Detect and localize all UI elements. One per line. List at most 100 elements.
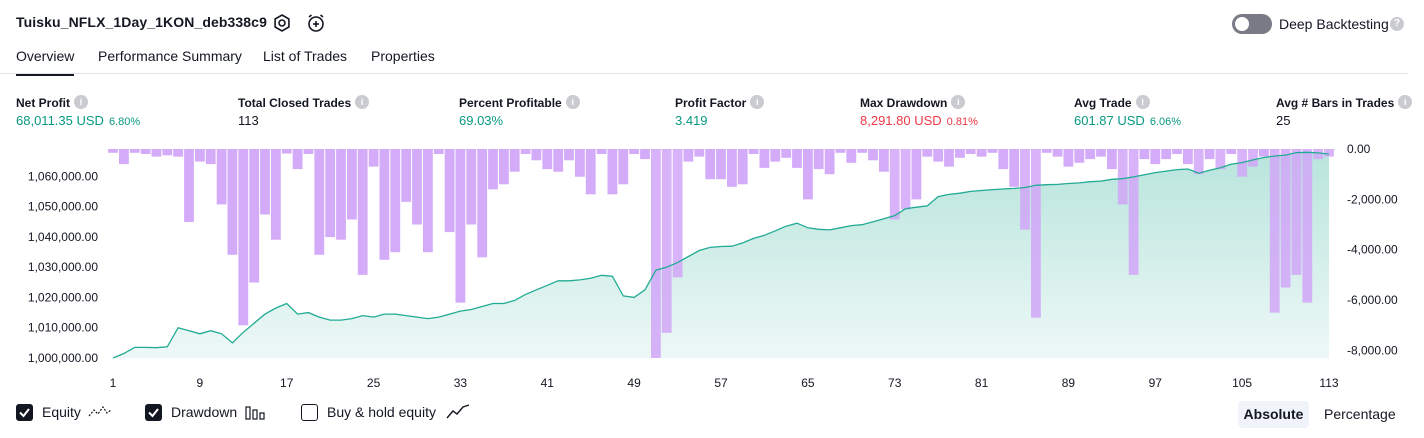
drawdown-bar <box>1139 149 1150 160</box>
buy-hold-checkbox[interactable] <box>301 404 318 421</box>
drawdown-bar <box>1161 149 1172 160</box>
drawdown-bar <box>640 149 650 160</box>
drawdown-bar <box>1313 149 1324 160</box>
drawdown-bar <box>944 149 954 167</box>
info-icon[interactable]: i <box>951 94 966 109</box>
equity-checkbox[interactable] <box>16 404 33 421</box>
drawdown-bar <box>1031 149 1041 318</box>
metric-value: 68,011.35 USD 6.80% <box>16 113 141 128</box>
metric-total-closed-trades: Total Closed Trades i 113 <box>238 94 370 128</box>
percentage-mode-button[interactable]: Percentage <box>1324 406 1396 422</box>
drawdown-bar <box>748 149 759 154</box>
equity-legend-label[interactable]: Equity <box>42 404 81 420</box>
x-tick-label: 33 <box>454 376 468 390</box>
metric-label: Percent Profitable <box>459 96 562 110</box>
drawdown-bar <box>444 149 455 233</box>
metric-value: 601.87 USD 6.06% <box>1074 113 1182 128</box>
drawdown-bar <box>531 149 542 161</box>
drawdown-bar <box>955 149 965 158</box>
drawdown-bar <box>455 149 466 303</box>
left-tick-label: 1,020,000.00 <box>28 290 98 304</box>
info-icon[interactable]: i <box>74 94 88 109</box>
drawdown-bar <box>737 149 748 185</box>
tab-overview[interactable]: Overview <box>16 48 75 76</box>
tab-properties[interactable]: Properties <box>371 48 435 64</box>
info-icon[interactable]: i <box>355 94 370 109</box>
metric-max-drawdown: Max Drawdown i 8,291.80 USD 0.81% <box>860 94 978 128</box>
drawdown-bars-icon <box>245 406 265 420</box>
metric-percent: 6.80% <box>108 116 141 128</box>
settings-icon[interactable] <box>271 12 293 34</box>
metric-label: Net Profit <box>16 96 70 110</box>
right-tick-label: 0.00 <box>1347 142 1371 156</box>
info-icon[interactable]: i <box>750 94 765 109</box>
drawdown-bar <box>661 149 672 333</box>
drawdown-bar <box>1150 149 1161 165</box>
drawdown-bar <box>520 149 531 154</box>
x-tick-label: 105 <box>1232 376 1252 390</box>
left-tick-label: 1,060,000.00 <box>28 169 98 183</box>
metric-label: Max Drawdown <box>860 96 948 110</box>
right-tick-label: -2,000.00 <box>1347 192 1398 206</box>
equity-area <box>113 152 1329 358</box>
drawdown-bar <box>1248 149 1258 167</box>
x-tick-label: 57 <box>714 376 728 390</box>
drawdown-bar <box>965 149 976 154</box>
drawdown-bar <box>879 149 889 172</box>
drawdown-bar <box>271 149 281 240</box>
drawdown-bar <box>1009 149 1020 187</box>
drawdown-bar <box>336 149 346 240</box>
drawdown-bar <box>1128 149 1139 275</box>
drawdown-bar <box>596 149 607 154</box>
x-tick-label: 73 <box>888 376 902 390</box>
info-icon[interactable]: i <box>1398 94 1413 109</box>
absolute-mode-button[interactable]: Absolute <box>1238 401 1309 428</box>
tab-list-of-trades[interactable]: List of Trades <box>263 48 348 64</box>
deep-backtesting-toggle[interactable] <box>1232 14 1272 34</box>
right-axis: 0.00 -2,000.00 -4,000.00 -6,000.00 -8,000.00 <box>1347 142 1398 357</box>
buy-hold-legend-label[interactable]: Buy & hold equity <box>327 404 436 420</box>
drawdown-bar <box>1302 149 1313 303</box>
add-alert-icon[interactable] <box>305 12 327 34</box>
drawdown-bar <box>368 149 379 167</box>
info-icon[interactable]: i <box>565 94 580 109</box>
drawdown-bar <box>140 149 151 154</box>
drawdown-bar <box>184 149 194 222</box>
x-tick-label: 9 <box>197 376 204 390</box>
info-icon[interactable]: i <box>1135 94 1150 109</box>
drawdown-bar <box>1074 149 1085 163</box>
drawdown-bar <box>900 149 911 210</box>
drawdown-checkbox[interactable] <box>145 404 162 421</box>
toggle-knob <box>1235 17 1249 31</box>
tab-performance-summary[interactable]: Performance Summary <box>98 48 242 64</box>
drawdown-bar <box>835 149 846 153</box>
drawdown-bar <box>173 149 184 157</box>
drawdown-bar <box>987 149 998 153</box>
drawdown-legend-label[interactable]: Drawdown <box>171 404 238 420</box>
drawdown-bar <box>564 149 574 161</box>
help-icon[interactable]: ? <box>1390 17 1404 31</box>
drawdown-bar <box>1085 149 1096 160</box>
drawdown-bar <box>423 149 433 253</box>
left-axis: 1,000,000.00 1,010,000.00 1,020,000.00 1,03… <box>28 169 98 365</box>
drawdown-bar <box>1117 149 1128 205</box>
drawdown-bar <box>1020 149 1030 230</box>
x-tick-label: 49 <box>627 376 641 390</box>
metric-percent: 6.06% <box>1149 116 1182 128</box>
drawdown-bar <box>314 149 325 255</box>
drawdown-bar <box>1226 149 1237 154</box>
drawdown-bar <box>108 149 118 153</box>
drawdown-bar <box>227 149 238 255</box>
tabs-divider <box>0 73 1408 74</box>
buy-hold-line-icon <box>446 404 470 419</box>
drawdown-bar <box>911 149 922 200</box>
x-tick-label: 1 <box>110 376 117 390</box>
left-tick-label: 1,040,000.00 <box>28 230 98 244</box>
drawdown-bar <box>433 149 444 154</box>
drawdown-bar <box>1063 149 1074 167</box>
drawdown-bar <box>260 149 270 215</box>
drawdown-bar <box>846 149 857 163</box>
left-tick-label: 1,010,000.00 <box>28 321 98 335</box>
drawdown-bar <box>998 149 1009 170</box>
metric-net-profit: Net Profit i 68,011.35 USD 6.80% <box>16 94 140 128</box>
